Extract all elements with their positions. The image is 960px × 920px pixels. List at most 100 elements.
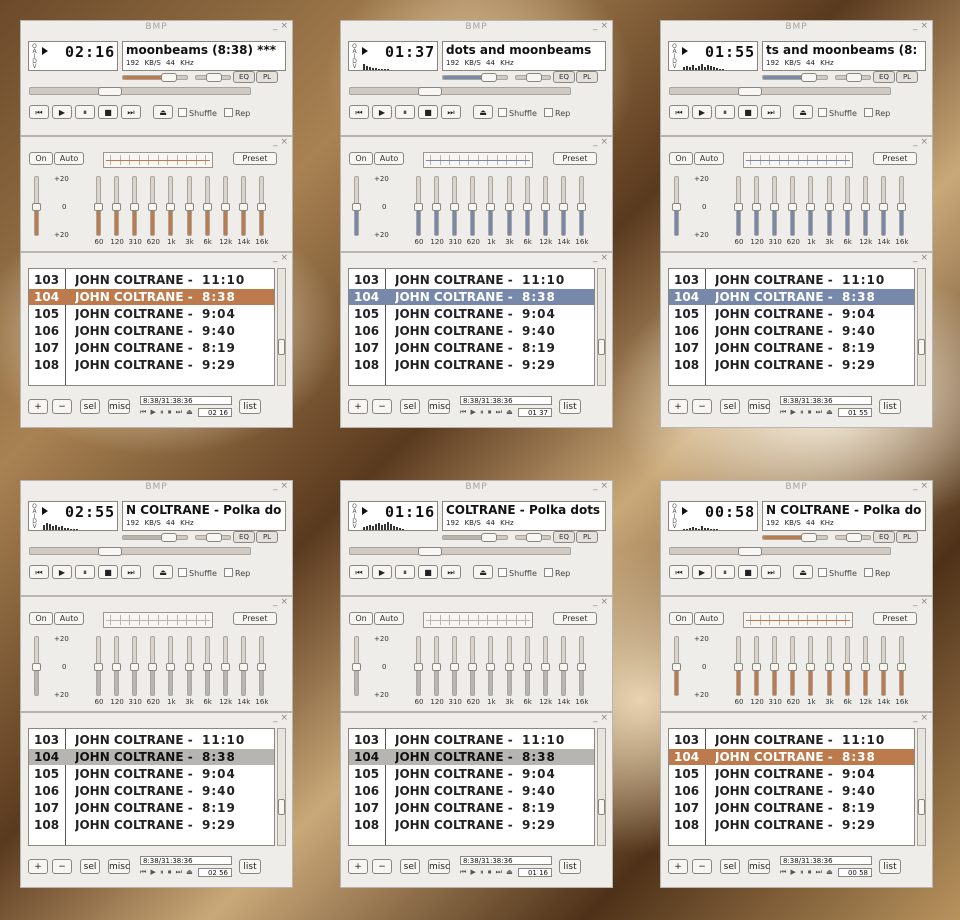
repeat-box[interactable] <box>544 568 553 577</box>
eq-band-knob[interactable] <box>202 203 212 211</box>
eq-preset-button[interactable]: Preset <box>873 612 917 625</box>
eq-band-knob[interactable] <box>450 663 460 671</box>
eq-band-slider[interactable] <box>878 636 888 696</box>
eq-band-slider[interactable] <box>486 636 496 696</box>
eq-toggle-button[interactable]: EQ <box>553 71 575 83</box>
playlist-row[interactable]: 103 JOHN COLTRANE - W 11:10 <box>349 272 594 288</box>
eq-band-slider[interactable] <box>558 636 568 696</box>
stop-button[interactable]: ■ <box>418 105 438 119</box>
eq-band-knob[interactable] <box>824 663 834 671</box>
select-button[interactable]: sel <box>400 399 420 414</box>
eq-band-slider[interactable] <box>770 636 780 696</box>
eq-band-slider[interactable] <box>468 636 478 696</box>
preamp-slider[interactable] <box>672 636 681 696</box>
playlist-scrollbar[interactable] <box>917 728 926 846</box>
misc-button[interactable]: misc <box>428 399 450 414</box>
preamp-slider[interactable] <box>352 176 361 236</box>
eq-band-knob[interactable] <box>468 203 478 211</box>
eq-band-knob[interactable] <box>770 663 780 671</box>
eq-auto-button[interactable]: Auto <box>54 152 84 165</box>
select-button[interactable]: sel <box>80 859 100 874</box>
select-button[interactable]: sel <box>720 859 740 874</box>
remove-button[interactable]: − <box>52 859 72 874</box>
eq-band-knob[interactable] <box>878 663 888 671</box>
volume-knob[interactable] <box>481 533 497 542</box>
repeat-box[interactable] <box>224 108 233 117</box>
eq-band-knob[interactable] <box>806 663 816 671</box>
eject-button[interactable]: ⏏ <box>153 105 173 119</box>
eq-band-slider[interactable] <box>734 636 743 696</box>
eq-band-slider[interactable] <box>824 636 834 696</box>
pause-button[interactable]: ⏸ <box>395 565 415 579</box>
close-button[interactable]: × <box>280 481 288 491</box>
repeat-box[interactable] <box>864 108 873 117</box>
repeat-checkbox[interactable]: Rep <box>544 568 570 578</box>
close-button[interactable]: × <box>920 21 928 31</box>
play-button[interactable]: ▶ <box>52 565 72 579</box>
play-button[interactable]: ▶ <box>52 105 72 119</box>
balance-slider[interactable] <box>515 73 551 82</box>
eq-band-knob[interactable] <box>94 203 103 211</box>
eq-close-button[interactable]: × <box>920 597 928 607</box>
remove-button[interactable]: − <box>692 859 712 874</box>
playlist-row[interactable]: 106 JOHN COLTRANE - A 9:40 <box>349 323 594 339</box>
shuffle-checkbox[interactable]: Shuffle <box>178 568 217 578</box>
pause-button[interactable]: ⏸ <box>75 105 95 119</box>
shuffle-box[interactable] <box>498 568 507 577</box>
eq-band-slider[interactable] <box>432 176 442 236</box>
misc-button[interactable]: misc <box>428 859 450 874</box>
eq-band-slider[interactable] <box>414 176 423 236</box>
list-button[interactable]: list <box>879 399 901 414</box>
eq-band-knob[interactable] <box>860 663 870 671</box>
pl-minimize-button[interactable]: _ <box>912 253 918 263</box>
playlist-list[interactable]: 103 JOHN COLTRANE - W 11:10 104 JOHN COLTRAN… <box>668 728 915 846</box>
playlist-scrollbar[interactable] <box>277 728 286 846</box>
misc-button[interactable]: misc <box>108 859 130 874</box>
eq-band-slider[interactable] <box>112 176 122 236</box>
shuffle-box[interactable] <box>178 108 187 117</box>
shuffle-box[interactable] <box>178 568 187 577</box>
minimize-button[interactable]: _ <box>912 481 918 491</box>
add-button[interactable]: + <box>348 399 368 414</box>
eq-on-button[interactable]: On <box>349 152 373 165</box>
eq-on-button[interactable]: On <box>669 152 693 165</box>
eq-band-slider[interactable] <box>896 636 906 696</box>
eq-band-slider[interactable] <box>238 636 248 696</box>
next-button[interactable]: ⏭ <box>761 565 781 579</box>
list-button[interactable]: list <box>239 859 261 874</box>
pl-minimize-button[interactable]: _ <box>912 713 918 723</box>
eq-close-button[interactable]: × <box>280 597 288 607</box>
preamp-slider[interactable] <box>352 636 361 696</box>
playlist-row[interactable]: 104 JOHN COLTRANE - P 8:38 <box>29 749 274 765</box>
eq-preset-button[interactable]: Preset <box>553 152 597 165</box>
playlist-row[interactable]: 105 JOHN COLTRANE - O 9:04 <box>349 306 594 322</box>
eq-band-slider[interactable] <box>540 176 550 236</box>
shuffle-checkbox[interactable]: Shuffle <box>818 568 857 578</box>
playlist-list[interactable]: 103 JOHN COLTRANE - W 11:10 104 JOHN COLTRAN… <box>28 728 275 846</box>
eq-band-slider[interactable] <box>130 176 140 236</box>
eq-auto-button[interactable]: Auto <box>374 152 404 165</box>
playlist-toggle-button[interactable]: PL <box>256 71 278 83</box>
playlist-scroll-thumb[interactable] <box>598 339 605 355</box>
select-button[interactable]: sel <box>80 399 100 414</box>
playlist-list[interactable]: 103 JOHN COLTRANE - W 11:10 104 JOHN COLTRAN… <box>668 268 915 386</box>
preamp-slider[interactable] <box>32 636 41 696</box>
eq-minimize-button[interactable]: _ <box>272 137 278 147</box>
eq-band-knob[interactable] <box>148 663 158 671</box>
repeat-box[interactable] <box>224 568 233 577</box>
eq-minimize-button[interactable]: _ <box>272 597 278 607</box>
eq-band-slider[interactable] <box>842 636 852 696</box>
eq-band-slider[interactable] <box>148 176 158 236</box>
playlist-scroll-thumb[interactable] <box>598 799 605 815</box>
eq-band-knob[interactable] <box>220 663 230 671</box>
eject-button[interactable]: ⏏ <box>793 105 813 119</box>
eq-band-knob[interactable] <box>576 663 586 671</box>
playlist-row[interactable]: 108 JOHN COLTRANE - Ju 9:29 <box>29 817 274 833</box>
eq-band-slider[interactable] <box>576 636 586 696</box>
eq-preset-button[interactable]: Preset <box>873 152 917 165</box>
repeat-checkbox[interactable]: Rep <box>544 108 570 118</box>
eq-band-slider[interactable] <box>238 176 248 236</box>
seek-bar[interactable] <box>29 547 251 556</box>
